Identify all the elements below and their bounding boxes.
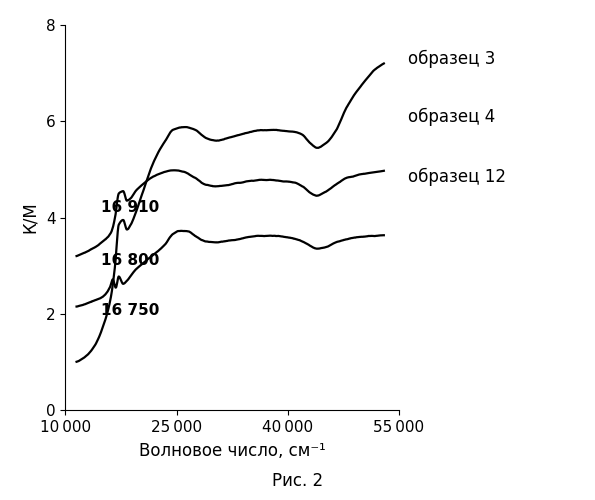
- Text: Рис. 2: Рис. 2: [272, 472, 323, 490]
- Text: образец 4: образец 4: [408, 108, 495, 126]
- Text: образец 12: образец 12: [408, 168, 506, 186]
- Y-axis label: К/М: К/М: [21, 202, 39, 234]
- Text: 16 800: 16 800: [101, 253, 159, 268]
- Text: образец 3: образец 3: [408, 50, 495, 68]
- Text: 16 910: 16 910: [101, 200, 159, 215]
- X-axis label: Волновое число, см⁻¹: Волновое число, см⁻¹: [139, 442, 325, 460]
- Text: 16 750: 16 750: [101, 302, 159, 318]
